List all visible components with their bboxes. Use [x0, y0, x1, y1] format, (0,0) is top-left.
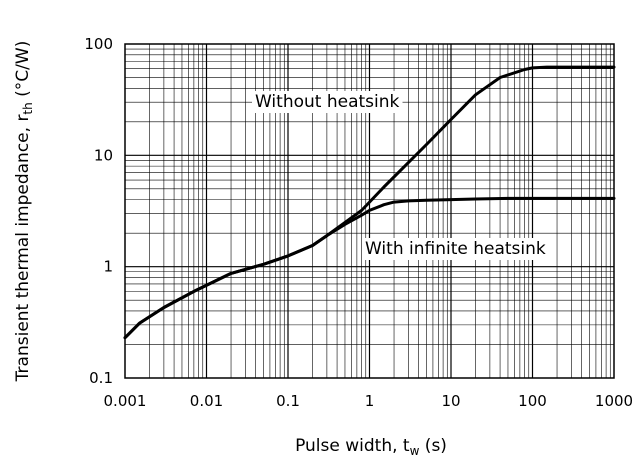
- y-tick-labels: 0.1 1 10 100: [84, 35, 113, 387]
- series-line-with-infinite-heatsink: [123, 196, 616, 340]
- label-with-infinite-heatsink-background: [362, 238, 549, 260]
- x-tick-label: 0.01: [190, 392, 223, 410]
- series-labels: Without heatsink With infinite heatsink: [252, 91, 549, 260]
- y-tick-label: 1: [103, 258, 113, 276]
- series-lines: [123, 65, 616, 340]
- x-tick-label: 0.001: [104, 392, 147, 410]
- x-tick-labels: 0.001 0.01 0.1 1 10 100 1000: [104, 392, 634, 410]
- label-without-heatsink: Without heatsink: [255, 92, 400, 112]
- x-tick-label: 10: [441, 392, 460, 410]
- y-tick-label: 0.1: [89, 369, 113, 387]
- plot-frame: [124, 43, 615, 379]
- y-axis-title: Transient thermal impedance, rth (°C/W): [13, 41, 35, 383]
- x-tick-label: 1: [365, 392, 375, 410]
- x-axis-title: Pulse width, tw (s): [295, 436, 447, 458]
- y-tick-label: 100: [84, 35, 113, 53]
- x-tick-label: 0.1: [276, 392, 300, 410]
- x-tick-label: 1000: [595, 392, 633, 410]
- label-without-heatsink-background: [252, 91, 403, 113]
- y-tick-label: 10: [94, 146, 113, 164]
- label-with-infinite-heatsink: With infinite heatsink: [365, 239, 546, 259]
- x-tick-label: 100: [518, 392, 547, 410]
